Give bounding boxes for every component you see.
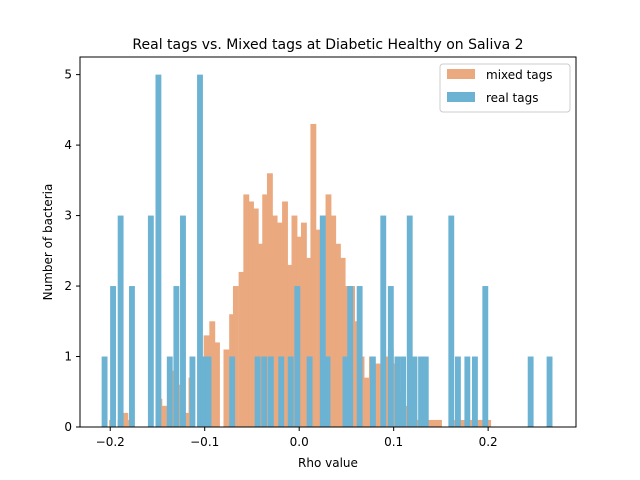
x-tick-label: 0.0 — [290, 435, 309, 449]
bar-real-tags — [527, 356, 534, 427]
series-real-tags — [101, 74, 553, 428]
x-axis: −0.2 −0.1 0.0 0.1 0.2 — [96, 427, 498, 449]
legend-swatch-mixed-tags — [447, 69, 475, 79]
bar-real-tags — [482, 286, 489, 427]
y-tick-label: 1 — [64, 350, 72, 364]
bar-mixed-tags — [282, 201, 288, 427]
bar-real-tags — [418, 356, 424, 427]
bar-real-tags — [380, 215, 387, 427]
bar-mixed-tags — [209, 321, 216, 427]
legend-label-mixed-tags: mixed tags — [486, 68, 553, 82]
bar-real-tags — [464, 356, 471, 427]
bar-real-tags — [356, 286, 363, 427]
bar-real-tags — [110, 286, 116, 427]
bar-real-tags — [422, 356, 429, 427]
bar-mixed-tags — [363, 377, 370, 427]
x-tick-label: 0.2 — [479, 435, 498, 449]
bar-mixed-tags — [339, 257, 346, 427]
bar-real-tags — [342, 356, 349, 427]
bar-real-tags — [180, 215, 186, 427]
bar-mixed-tags — [214, 342, 220, 427]
bar-real-tags — [294, 286, 301, 427]
bar-mixed-tags — [238, 271, 245, 427]
bar-real-tags — [205, 356, 212, 427]
bar-mixed-tags — [426, 419, 433, 427]
bar-mixed-tags — [232, 286, 239, 427]
bar-mixed-tags — [300, 222, 307, 427]
bar-mixed-tags — [334, 243, 341, 427]
bar-real-tags — [306, 356, 313, 427]
bar-mixed-tags — [266, 173, 273, 427]
bar-mixed-tags — [436, 419, 442, 427]
bar-real-tags — [189, 356, 196, 427]
bar-mixed-tags — [286, 264, 293, 427]
x-tick-label: −0.2 — [96, 435, 125, 449]
bar-real-tags — [261, 356, 268, 427]
bar-real-tags — [173, 286, 180, 427]
chart-title: Real tags vs. Mixed tags at Diabetic Hea… — [132, 37, 523, 53]
bar-real-tags — [394, 356, 401, 427]
bar-mixed-tags — [183, 412, 190, 427]
bar-real-tags — [287, 356, 294, 427]
bar-mixed-tags — [160, 405, 167, 427]
bar-mixed-tags — [223, 349, 230, 427]
bar-mixed-tags — [475, 419, 482, 427]
bar-real-tags — [254, 356, 261, 427]
bar-real-tags — [129, 286, 135, 427]
bar-real-tags — [229, 356, 236, 427]
legend-swatch-real-tags — [447, 92, 475, 102]
bar-real-tags — [197, 74, 203, 428]
bar-real-tags — [369, 356, 376, 427]
bar-real-tags — [454, 356, 461, 427]
bar-mixed-tags — [310, 123, 317, 427]
bar-mixed-tags — [305, 257, 312, 427]
bar-mixed-tags — [122, 412, 129, 427]
bar-mixed-tags — [330, 215, 337, 427]
bar-mixed-tags — [257, 243, 264, 427]
bar-mixed-tags — [373, 363, 380, 427]
bar-mixed-tags — [248, 201, 254, 427]
bar-mixed-tags — [325, 194, 332, 427]
bar-real-tags — [267, 356, 274, 427]
bar-real-tags — [324, 356, 331, 427]
y-tick-label: 2 — [64, 279, 72, 293]
bar-real-tags — [400, 356, 407, 427]
bar-mixed-tags — [460, 419, 467, 427]
y-axis: 0 1 2 3 4 5 — [64, 68, 80, 434]
y-tick-label: 0 — [64, 420, 72, 434]
bar-real-tags — [387, 286, 394, 427]
bar-real-tags — [166, 356, 173, 427]
x-axis-label: Rho value — [298, 456, 358, 470]
bar-mixed-tags — [262, 194, 269, 427]
bar-mixed-tags — [277, 222, 284, 427]
bar-real-tags — [347, 286, 354, 427]
plot-frame — [79, 56, 577, 428]
bar-real-tags — [278, 356, 285, 427]
y-axis-label: Number of bacteria — [41, 184, 55, 301]
bar-real-tags — [448, 215, 455, 427]
bar-mixed-tags — [316, 229, 322, 427]
bar-real-tags — [101, 356, 108, 427]
bar-real-tags — [200, 356, 207, 427]
bar-mixed-tags — [271, 215, 278, 427]
bar-mixed-tags — [243, 194, 250, 427]
bar-real-tags — [406, 215, 413, 427]
bar-real-tags — [147, 215, 154, 427]
y-tick-label: 4 — [64, 138, 72, 152]
x-tick-label: −0.1 — [190, 435, 219, 449]
bar-mixed-tags — [431, 419, 438, 427]
legend: mixed tags real tags — [439, 63, 571, 113]
bar-real-tags — [411, 356, 418, 427]
bar-mixed-tags — [252, 208, 259, 427]
legend-label-real-tags: real tags — [486, 91, 538, 105]
bar-real-tags — [319, 215, 326, 427]
bar-real-tags — [117, 215, 124, 427]
x-tick-label: 0.1 — [384, 435, 403, 449]
y-tick-label: 5 — [64, 68, 72, 82]
bar-real-tags — [471, 356, 478, 427]
bar-real-tags — [546, 356, 553, 427]
y-tick-label: 3 — [64, 209, 72, 223]
bar-real-tags — [155, 74, 162, 428]
